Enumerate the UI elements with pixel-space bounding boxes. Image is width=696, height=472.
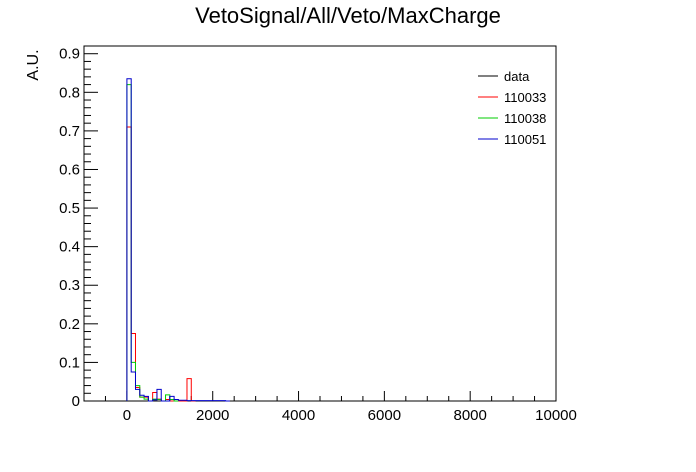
y-tick-label: 0.7 [59,123,80,140]
legend-label: data [504,69,530,84]
y-tick-label: 0.9 [59,46,80,63]
x-tick-label: 4000 [282,407,315,424]
y-tick-label: 0.1 [59,354,80,371]
histogram-series [126,78,230,402]
x-tick-label: 2000 [196,407,229,424]
x-tick-label: 6000 [368,407,401,424]
series-line-110051 [126,78,230,402]
series-line-110038 [126,84,179,402]
series-line-110033 [126,126,196,402]
y-tick-label: 0.6 [59,161,80,178]
x-tick-label: 10000 [535,407,577,424]
legend-label: 110038 [504,111,546,126]
series-110033 [126,126,196,402]
y-axis-label: A.U. [25,49,42,80]
y-tick-label: 0.5 [59,200,80,217]
y-tick-label: 0.2 [59,316,80,333]
legend-label: 110051 [504,132,546,147]
chart-title: VetoSignal/All/Veto/MaxCharge [195,3,501,28]
y-tick-label: 0.8 [59,84,80,101]
y-tick-label: 0.4 [59,239,80,256]
legend: data 110033 110038 110051 [478,69,546,147]
y-tick-label: 0.3 [59,277,80,294]
x-tick-label: 0 [123,407,131,424]
legend-label: 110033 [504,90,546,105]
y-tick-label: 0 [72,393,80,410]
series-110038 [126,84,179,402]
x-tick-label: 8000 [453,407,486,424]
series-110051 [126,78,230,402]
axis-ticks: 0 2000 4000 6000 8000 10000 0 0.1 0.2 0.3 0.4 0.5 0.… [59,46,577,424]
plot-frame [83,45,557,402]
